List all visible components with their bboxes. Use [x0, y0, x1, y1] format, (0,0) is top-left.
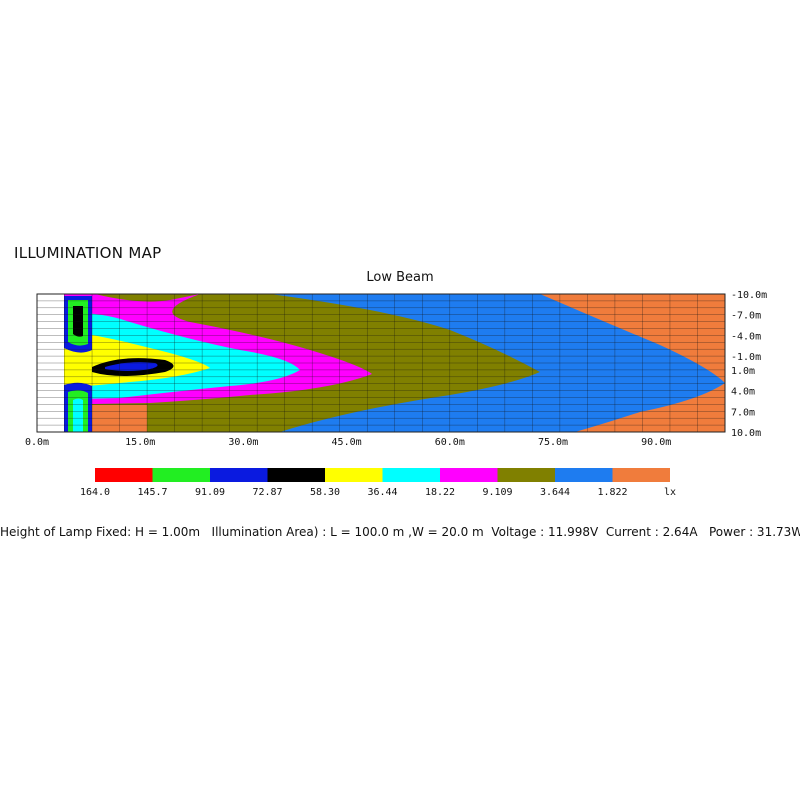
legend-label: 3.644	[540, 487, 570, 498]
legend-swatch	[152, 468, 210, 482]
legend-swatch	[555, 468, 613, 482]
y-tick-label: -10.0m	[731, 290, 767, 301]
legend-swatch	[382, 468, 440, 482]
x-tick-label: 15.0m	[125, 437, 155, 448]
page-heading: ILLUMINATION MAP	[14, 244, 162, 262]
lamp-specifications: Height of Lamp Fixed: H = 1.00m Illumina…	[0, 525, 800, 539]
legend-unit-label: lx	[664, 487, 676, 498]
legend-swatch	[325, 468, 383, 482]
x-tick-label: 30.0m	[228, 437, 258, 448]
y-tick-label: -4.0m	[731, 331, 761, 342]
legend-swatch	[440, 468, 498, 482]
chart-grid	[37, 294, 725, 432]
y-tick-label: 4.0m	[731, 387, 755, 398]
y-axis-ticks: -10.0m -7.0m -4.0m -1.0m 1.0m 4.0m 7.0m 10.0m	[731, 290, 767, 439]
legend-swatch	[267, 468, 325, 482]
plot-border	[36, 293, 726, 433]
y-tick-label: -1.0m	[731, 352, 761, 363]
x-tick-label: 45.0m	[332, 437, 362, 448]
x-tick-label: 90.0m	[641, 437, 671, 448]
legend-label: 72.87	[252, 487, 282, 498]
legend-swatch	[210, 468, 268, 482]
chart-title: Low Beam	[366, 270, 434, 285]
legend-label: 18.22	[425, 487, 455, 498]
legend-label: 91.09	[195, 487, 225, 498]
legend-label: 58.30	[310, 487, 340, 498]
hotspot-top-inner	[73, 306, 83, 337]
x-axis-ticks: 0.0m 15.0m 30.0m 45.0m 60.0m 75.0m 90.0m	[25, 437, 671, 448]
region-9109-lx	[105, 362, 158, 371]
x-tick-label: 75.0m	[538, 437, 568, 448]
legend-label: 36.44	[367, 487, 397, 498]
y-tick-label: -7.0m	[731, 311, 761, 322]
y-tick-label: 1.0m	[731, 366, 755, 377]
legend-label: 145.7	[137, 487, 167, 498]
x-tick-label: 60.0m	[435, 437, 465, 448]
legend-label: 9.109	[482, 487, 512, 498]
hotspot-bottom-inner	[73, 398, 83, 432]
y-tick-label: 10.0m	[731, 428, 761, 439]
legend-label: 1.822	[597, 487, 627, 498]
legend-swatch	[497, 468, 555, 482]
color-legend: 164.0 145.7 91.09 72.87 58.30 36.44 18.22 9.109…	[80, 468, 676, 498]
legend-swatch	[95, 468, 153, 482]
y-tick-label: 7.0m	[731, 407, 755, 418]
legend-swatch	[612, 468, 670, 482]
x-tick-label: 0.0m	[25, 437, 49, 448]
legend-label: 164.0	[80, 487, 110, 498]
